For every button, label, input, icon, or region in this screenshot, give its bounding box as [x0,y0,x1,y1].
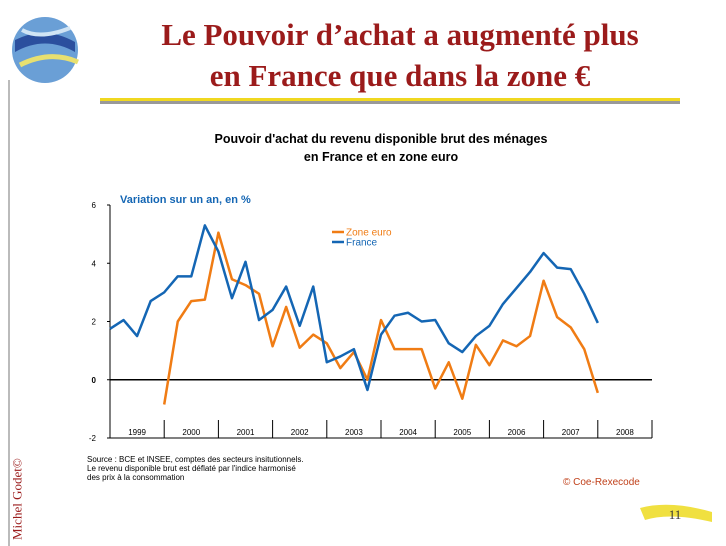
y-tick-label: 4 [92,259,97,268]
y-tick-label: 2 [92,318,97,327]
page-swoosh [640,504,712,522]
chart-title: en France et en zone euro [304,150,459,164]
source: Le revenu disponible brut est déflaté pa… [87,464,296,473]
x-tick-label: 1999 [128,428,146,437]
x-tick-label: 2005 [453,428,471,437]
x-tick-label: 2001 [237,428,255,437]
y-tick-label: 6 [92,201,97,210]
title-rule [100,98,680,101]
y-tick-label: 0 [92,376,97,385]
slide-title: en France que dans la zone € [210,58,591,93]
source: des prix à la consommation [87,473,184,482]
x-tick-label: 2000 [182,428,200,437]
legend-label: Zone euro [346,228,392,239]
x-tick-label: 2006 [508,428,526,437]
globe-logo [12,17,79,83]
x-tick-label: 2003 [345,428,363,437]
y-axis-label: Variation sur un an, en % [120,194,251,206]
x-tick-label: 2004 [399,428,417,437]
x-tick-label: 2007 [562,428,580,437]
title-shadow [100,101,680,104]
chart-title: Pouvoir d'achat du revenu disponible bru… [215,132,548,146]
y-tick-label: -2 [89,434,97,443]
x-tick-label: 2008 [616,428,634,437]
page-number: 11 [669,507,682,522]
source: Source : BCE et INSEE, comptes des secte… [87,455,304,464]
credit: © Coe-Rexecode [563,477,640,488]
series-line [109,224,599,392]
x-tick-label: 2002 [291,428,309,437]
author: Michel Godet© [10,458,25,540]
legend-label: France [346,238,378,249]
series-line [162,231,599,405]
slide-title: Le Pouvoir d’achat a augmenté plus [161,17,638,52]
